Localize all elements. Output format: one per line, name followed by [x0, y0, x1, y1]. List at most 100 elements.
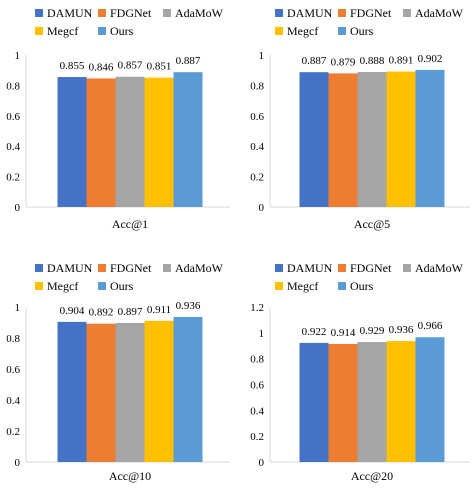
data-label-ours: 0.887 [176, 55, 201, 67]
data-label-adamow: 0.857 [118, 60, 143, 72]
legend-label-ours: Ours [110, 24, 134, 38]
legend-label-fdgnet: FDGNet [110, 6, 152, 20]
legend: DAMUN FDGNet AdaMoW Megcf Ours [35, 261, 224, 293]
bar-ours [415, 337, 445, 462]
y-tick-label: 0.2 [6, 426, 20, 438]
y-tick-label: 0 [259, 457, 265, 469]
legend: DAMUN FDGNet AdaMoW Megcf Ours [275, 261, 464, 293]
y-tick-label: 0.2 [6, 172, 20, 184]
legend-swatch-damun [35, 9, 43, 17]
y-tick-label: 0.8 [250, 354, 264, 366]
y-tick-label: 0.4 [250, 405, 264, 417]
legend-swatch-ours [98, 27, 106, 35]
y-tick-label: 0.6 [250, 111, 264, 123]
data-label-damun: 0.887 [302, 55, 327, 67]
bar-adamow [115, 322, 145, 462]
chart-panel-4: DAMUN FDGNet AdaMoW Megcf Ours 0 0.2 0.4 0.6 0.8 1… [250, 261, 470, 483]
legend-swatch-adamow [163, 9, 171, 17]
data-label-damun: 0.904 [60, 305, 85, 317]
bar-fdgnet [86, 78, 116, 208]
legend-label-ours: Ours [110, 279, 134, 293]
data-label-adamow: 0.888 [360, 55, 385, 67]
legend-label-fdgnet: FDGNet [350, 261, 392, 275]
bar-damun [299, 342, 329, 462]
y-tick-label: 0.6 [6, 364, 20, 376]
bar-ours [173, 72, 203, 208]
y-tick-label: 0.6 [250, 380, 264, 392]
data-label-ours: 0.902 [418, 53, 443, 65]
legend-swatch-adamow [403, 9, 411, 17]
y-tick-label: 1 [15, 50, 21, 62]
data-label-megcf: 0.891 [389, 55, 414, 67]
legend-label-ours: Ours [350, 279, 374, 293]
legend-label-adamow: AdaMoW [175, 261, 224, 275]
legend-swatch-damun [275, 9, 283, 17]
bar-damun [57, 77, 87, 207]
legend-label-fdgnet: FDGNet [110, 261, 152, 275]
bar-adamow [357, 342, 387, 462]
legend-swatch-megcf [275, 27, 283, 35]
legend-swatch-ours [338, 282, 346, 290]
data-label-damun: 0.922 [302, 326, 327, 338]
legend-label-damun: DAMUN [47, 6, 93, 20]
y-tick-label: 0.2 [250, 172, 264, 184]
y-tick-label: 0 [259, 202, 265, 214]
legend-swatch-damun [275, 264, 283, 272]
y-tick-label: 0.4 [250, 141, 264, 153]
y-tick-label: 0.8 [6, 333, 20, 345]
legend: DAMUN FDGNet AdaMoW Megcf Ours [275, 6, 464, 38]
data-label-adamow: 0.897 [118, 306, 143, 318]
legend-label-damun: DAMUN [287, 6, 333, 20]
legend-label-fdgnet: FDGNet [350, 6, 392, 20]
chart-panel-1: DAMUN FDGNet AdaMoW Megcf Ours 0 0.2 0.4 0.6 0.8 1… [6, 6, 230, 231]
bar-adamow [115, 76, 145, 208]
data-label-ours: 0.936 [176, 300, 201, 312]
legend-label-ours: Ours [350, 24, 374, 38]
bar-ours [173, 316, 203, 462]
legend-label-megcf: Megcf [287, 24, 318, 38]
bar-damun [57, 321, 87, 462]
y-tick-label: 0.8 [6, 80, 20, 92]
y-tick-label: 0.2 [250, 431, 264, 443]
bar-megcf [386, 341, 416, 462]
y-tick-label: 0 [15, 457, 21, 469]
legend-swatch-adamow [163, 264, 171, 272]
data-label-ours: 0.966 [418, 320, 443, 332]
data-label-fdgnet: 0.892 [89, 307, 114, 319]
y-tick-label: 0.6 [6, 111, 20, 123]
legend-swatch-fdgnet [98, 264, 106, 272]
bar-megcf [144, 320, 174, 462]
bar-megcf [386, 71, 416, 208]
legend: DAMUN FDGNet AdaMoW Megcf Ours [35, 6, 224, 38]
legend-swatch-megcf [275, 282, 283, 290]
y-tick-label: 0 [15, 202, 21, 214]
data-label-megcf: 0.936 [389, 324, 414, 336]
bar-ours [415, 69, 445, 207]
chart-panel-3: DAMUN FDGNet AdaMoW Megcf Ours 0 0.2 0.4 0.6 0.8 1… [6, 261, 230, 483]
legend-label-adamow: AdaMoW [415, 261, 464, 275]
legend-label-adamow: AdaMoW [175, 6, 224, 20]
legend-swatch-megcf [35, 27, 43, 35]
legend-label-megcf: Megcf [287, 279, 318, 293]
legend-label-megcf: Megcf [47, 279, 78, 293]
legend-label-megcf: Megcf [47, 24, 78, 38]
legend-swatch-ours [98, 282, 106, 290]
chart-panel-2: DAMUN FDGNet AdaMoW Megcf Ours 0 0.2 0.4 0.6 0.8 1… [250, 6, 470, 231]
y-tick-label: 1 [259, 50, 265, 62]
x-axis-label: Acc@5 [354, 217, 390, 231]
data-label-megcf: 0.851 [147, 61, 172, 73]
data-label-fdgnet: 0.879 [331, 56, 356, 68]
data-label-fdgnet: 0.914 [331, 327, 356, 339]
x-axis-label: Acc@20 [351, 469, 393, 483]
x-axis-label: Acc@10 [109, 469, 151, 483]
y-tick-label: 1 [259, 328, 265, 340]
legend-swatch-fdgnet [338, 264, 346, 272]
legend-label-damun: DAMUN [47, 261, 93, 275]
legend-swatch-megcf [35, 282, 43, 290]
x-axis-label: Acc@1 [112, 217, 148, 231]
legend-swatch-adamow [403, 264, 411, 272]
y-tick-label: 1 [15, 302, 21, 314]
data-label-fdgnet: 0.846 [89, 61, 114, 73]
legend-swatch-damun [35, 264, 43, 272]
